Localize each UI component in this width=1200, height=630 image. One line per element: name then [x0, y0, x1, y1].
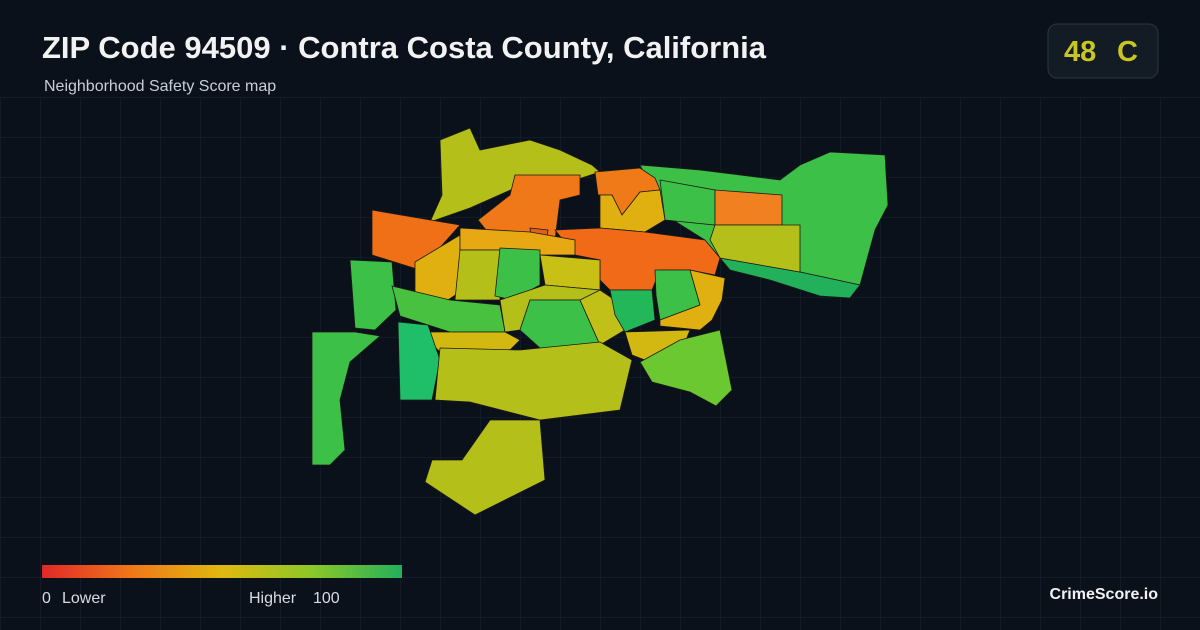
- neighborhood: [714, 189, 783, 226]
- score-grade: C: [1117, 36, 1138, 68]
- score-value: 48: [1064, 36, 1096, 68]
- neighborhood: [349, 259, 397, 331]
- neighborhood: [434, 341, 633, 421]
- legend-max: 100: [313, 590, 340, 607]
- subtitle: Neighborhood Safety Score map: [44, 78, 276, 95]
- title: ZIP Code 94509 · Contra Costa County, Ca…: [42, 30, 767, 65]
- neighborhood: [709, 224, 801, 273]
- legend-min: 0: [42, 590, 51, 607]
- neighborhood: [414, 234, 461, 303]
- legend-min-label: Lower: [62, 590, 106, 607]
- legend-scale: [42, 565, 402, 578]
- neighborhood: [659, 269, 726, 331]
- score-badge: [1047, 23, 1159, 79]
- legend-max-label: Higher: [249, 590, 297, 607]
- neighborhood: [609, 289, 656, 333]
- neighborhood: [718, 257, 861, 299]
- neighborhood: [397, 321, 441, 401]
- neighborhood: [424, 419, 546, 516]
- neighborhood: [454, 249, 501, 301]
- neighborhoods: [311, 127, 889, 516]
- neighborhood: [639, 329, 733, 407]
- neighborhood: [311, 331, 381, 466]
- brand: CrimeScore.io: [1050, 586, 1159, 603]
- neighborhood: [539, 254, 601, 291]
